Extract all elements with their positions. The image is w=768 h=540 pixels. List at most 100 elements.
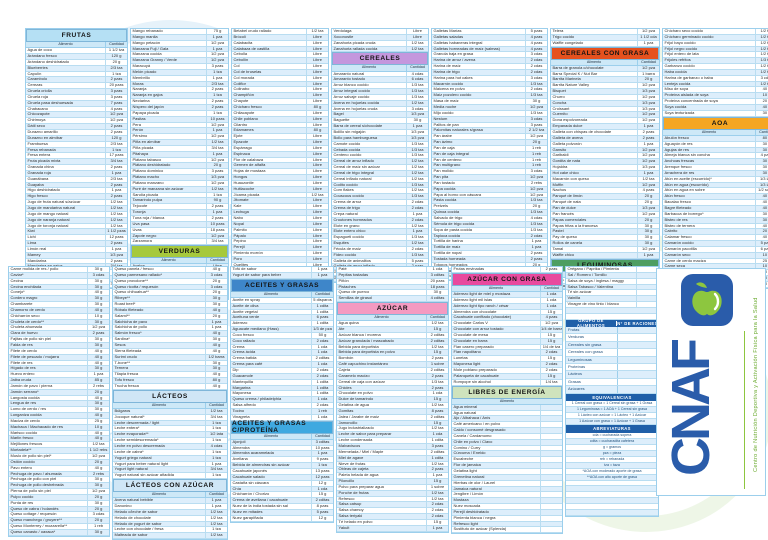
legend-row: Cereales con grasa: [566, 349, 658, 357]
food-name: Tilapia fresca: [114, 372, 139, 377]
table-row: Pera 1/2 pza: [131, 122, 228, 129]
food-name: Galletas horneadas de maíz (salmas): [433, 46, 500, 51]
food-name: Piña picada: [132, 145, 154, 150]
food-quantity: 2 cdas: [311, 368, 333, 373]
food-name: Trucha fresca: [114, 383, 139, 388]
food-name: Naranja: [132, 87, 147, 92]
food-name: Conejo*: [10, 290, 25, 295]
food-quantity: 2 pzas: [105, 77, 127, 83]
note-line: pza = pieza: [566, 450, 658, 457]
food-name: Arroz integral cocido: [333, 89, 370, 94]
food-name: Agua quina: [338, 321, 359, 326]
food-name: Perón: [132, 128, 144, 133]
food-quantity: 20 g: [637, 194, 659, 200]
table-row: Leche de cabra* 1 tza: [113, 449, 227, 456]
food-name: Sierra fileteada: [114, 348, 142, 353]
food-name: Anchoas frescas: [664, 159, 695, 164]
food-quantity: Libre: [306, 40, 328, 46]
table-row: Garibaldi 1/2 pza: [551, 153, 659, 160]
food-quantity: 15 g: [540, 332, 562, 338]
food-quantity: 1/2 pza: [206, 180, 228, 186]
food-quantity: 4 cdas: [525, 216, 547, 221]
food-quantity: 80 g: [205, 378, 227, 383]
table-row: Mijo cocido 1/3 tza: [432, 110, 547, 117]
table-row: Pavo entero 40 g: [9, 465, 109, 472]
food-quantity: 1/2 pza: [105, 118, 127, 124]
food-name: Té helado en polvo: [338, 519, 373, 524]
food-quantity: 5 disparos: [311, 297, 333, 303]
table-row: Granada roja 1 pza: [26, 170, 127, 177]
food-quantity: 40 g: [755, 205, 768, 211]
food-name: T-bone**: [114, 360, 131, 365]
subheader-alimento: Alimento: [263, 433, 279, 438]
food-quantity: 1 pza: [311, 267, 333, 272]
table-row: Piñón 20 pzas: [337, 278, 448, 285]
food-quantity: 30 g: [87, 284, 109, 290]
food-name: Mortadela**: [10, 448, 32, 453]
food-quantity: 1 tza: [105, 147, 127, 153]
food-quantity: 2 cdas: [540, 368, 562, 373]
food-quantity: 1 reb: [525, 151, 547, 157]
subheader-cantidad: Cantidad: [205, 492, 227, 498]
food-name: Frijoles refritos: [664, 58, 691, 63]
table-row: Brócoli Libre: [232, 34, 328, 41]
food-name: Kale: [233, 204, 242, 209]
table-row: Piña en almíbar 1/2 tza: [131, 140, 228, 146]
food-name: Concha: [552, 100, 567, 105]
table-row: Flan napolitano 2 cdas: [452, 350, 562, 357]
food-quantity: 2 cdas: [426, 514, 448, 519]
food-quantity: 1/4 de barra: [540, 327, 562, 332]
table-row: Filete de pescado / mojarra 40 g: [9, 354, 109, 361]
table-row: Durazno amarillo 2 pzas: [26, 130, 127, 136]
food-name: Chuleta ahumada: [10, 325, 43, 330]
table-row: Betabel crudo rallado 1/2 tza: [232, 29, 328, 35]
table-row: Cereal inflado natural 1/2 tza: [332, 176, 428, 183]
food-name: Mango petacón: [132, 40, 161, 45]
food-name: Camarón pacotilla: [664, 246, 697, 251]
food-name: Granada roja: [27, 170, 51, 175]
table-row: Perón 1 pza: [131, 128, 228, 135]
food-quantity: 1 reb: [525, 157, 547, 163]
food-name: Flor de jamaica: [453, 463, 481, 468]
table-row: Papa al horno con cáscara 1/2 pza: [432, 192, 547, 199]
food-quantity: 2 pzas: [206, 104, 228, 110]
food-name: Tortilla de maíz: [433, 245, 461, 250]
food-group-name: Lácteos: [568, 371, 583, 377]
food-quantity: 1 pza: [525, 239, 547, 245]
food-quantity: Libre: [306, 64, 328, 69]
food-quantity: [636, 290, 658, 296]
food-quantity: 30 g: [87, 529, 109, 535]
food-quantity: 3 pzas: [525, 122, 547, 128]
food-name: Búlgaros: [114, 408, 131, 413]
table-row: Leche evaporada** 1/2 lata: [113, 432, 227, 439]
food-name: Croissant: [552, 106, 570, 111]
food-name: Yakult: [338, 525, 350, 530]
food-name: Mamey: [27, 252, 41, 257]
food-name: Ciruela criolla: [27, 89, 52, 94]
food-name: Palitos de pan: [433, 122, 459, 127]
table-row: Ajo / Albahaca / Anís: [452, 416, 562, 423]
table-row: Jugo de mango natural 1/2 tza: [26, 211, 127, 218]
table-row: Calabacita Libre: [232, 40, 328, 47]
food-quantity: 20 g: [105, 59, 127, 65]
food-name: Granola baja en grasa: [433, 52, 474, 57]
food-quantity: 3 cdas: [525, 75, 547, 81]
table-row: Tortilla de maíz 1 pza: [432, 245, 547, 252]
food-quantity: 1/2 tza: [426, 490, 448, 496]
table-row: Col de bruselas Libre: [232, 69, 328, 76]
food-quantity: 30 g: [87, 407, 109, 413]
food-name: Tostada horneada: [433, 256, 466, 261]
food-name: Harina de arroz / avena: [433, 58, 476, 63]
food-quantity: 1/2 pza: [637, 147, 659, 153]
food-quantity: 4 cdas: [406, 71, 428, 77]
food-name: Xoconostle: [333, 34, 354, 39]
table-row: Quinoa cocida 1/3 tza: [432, 210, 547, 216]
food-quantity: Libre: [306, 221, 328, 227]
food-name: Champiñón: [233, 93, 254, 98]
food-name: Alubia cocida: [551, 278, 637, 283]
